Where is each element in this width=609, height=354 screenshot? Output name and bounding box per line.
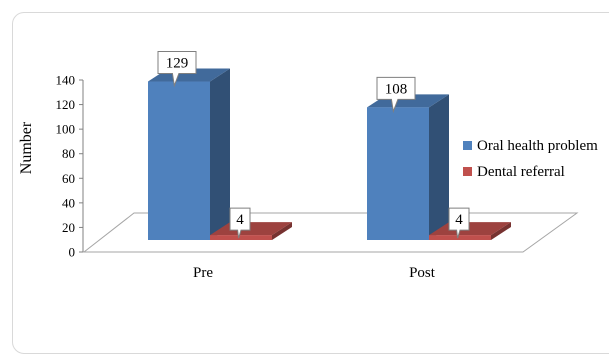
- data-label-callout: 108: [376, 76, 416, 114]
- data-label-callout: 4: [448, 207, 470, 239]
- y-tick-label: 140: [56, 73, 76, 88]
- bar-oral-health-problem-post: [367, 94, 449, 240]
- chart-area: 0 20 40 60 80 100 120 140 129 4 108 4 Pre Post Oral…: [18, 51, 598, 281]
- callout-box: [376, 76, 416, 114]
- bar-front: [367, 107, 429, 240]
- data-labels: 129 4 108 4: [157, 51, 470, 239]
- bar-side: [429, 94, 449, 240]
- y-tick-label: 40: [62, 195, 75, 210]
- bar-front: [210, 235, 272, 240]
- callout-box: [229, 207, 251, 239]
- y-tick-label: 100: [56, 122, 76, 137]
- legend: Oral health problem Dental referral: [463, 138, 598, 180]
- data-label: 4: [236, 212, 244, 228]
- legend-label: Dental referral: [477, 164, 565, 180]
- data-label: 129: [166, 56, 189, 72]
- chart-frame: [12, 12, 609, 354]
- x-axis-ticks: Pre Post: [193, 265, 436, 281]
- bar-side: [272, 222, 292, 240]
- y-axis-title: Number: [18, 121, 35, 174]
- y-axis: 0 20 40 60 80 100 120 140: [56, 73, 84, 260]
- bar-oral-health-problem-pre: [148, 68, 230, 240]
- x-tick-label: Post: [409, 265, 436, 281]
- data-label-callout: 129: [157, 51, 197, 88]
- y-tick-label: 0: [69, 245, 76, 260]
- legend-swatch: [463, 141, 472, 150]
- bars: [148, 68, 511, 240]
- data-label-callout: 4: [229, 207, 251, 239]
- bar-front: [429, 235, 491, 240]
- y-tick-label: 120: [56, 97, 76, 112]
- y-tick-label: 80: [62, 146, 75, 161]
- x-tick-label: Pre: [193, 265, 213, 281]
- data-label: 108: [385, 81, 408, 97]
- bar-front: [148, 81, 210, 240]
- bar-side: [491, 222, 511, 240]
- callout-box: [157, 51, 197, 88]
- bar-side: [210, 68, 230, 240]
- y-tick-label: 20: [62, 220, 75, 235]
- callout-box: [448, 207, 470, 239]
- legend-swatch: [463, 167, 472, 176]
- data-label: 4: [455, 212, 463, 228]
- legend-label: Oral health problem: [477, 138, 598, 154]
- y-tick-label: 60: [62, 171, 75, 186]
